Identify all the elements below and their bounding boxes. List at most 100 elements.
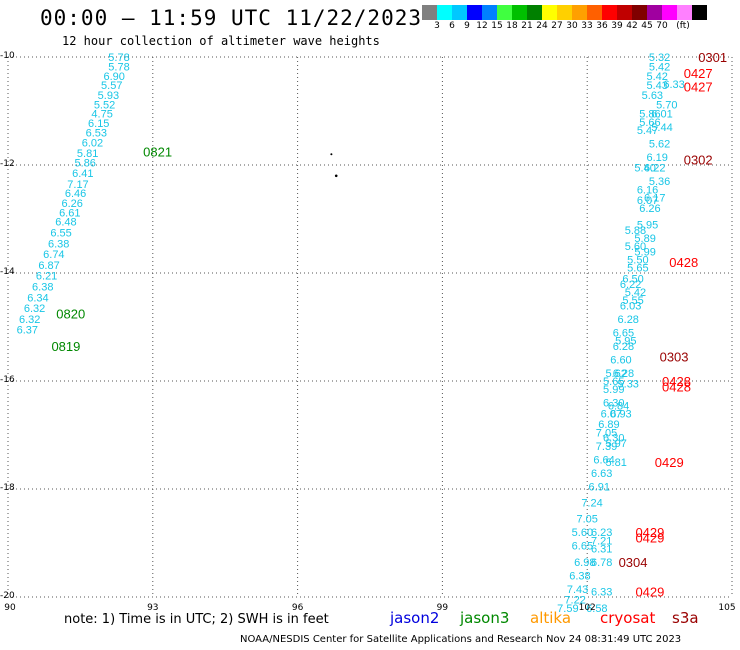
pass-time-label: 0428 [662,374,691,389]
legend-swatch [587,5,602,20]
wave-height-value: 6.30 [603,433,624,445]
wave-height-value: 5.86 [75,157,96,169]
wave-height-value: 6.28 [613,341,634,353]
legend-label: 12 [476,21,488,31]
pass-time-label: 0428 [669,255,698,270]
wave-height-value: 5.99 [603,384,624,396]
wave-height-value: 5.66 [639,117,660,129]
wave-height-value: 6.07 [637,195,658,207]
wave-height-value: 5.81 [77,148,98,160]
x-axis-tick-label: 93 [147,603,159,613]
wave-height-value: 6.37 [17,325,38,337]
legend-label: 9 [464,21,470,31]
legend-swatch [512,5,527,20]
wave-height-value: 5.55 [622,295,643,307]
wave-height-value: 6.30 [603,398,624,410]
y-axis-tick-label: -14 [0,267,15,277]
wave-height-value: 6.17 [644,192,665,204]
wave-height-value: 6.61 [59,208,80,220]
wave-height-value: 5.93 [98,90,119,102]
y-axis-tick-label: -16 [0,375,15,385]
wave-height-value: 5.95 [615,336,636,348]
wave-height-value: 6.32 [19,314,40,326]
wave-height-value: 5.60 [625,241,646,253]
wave-height-value: 5.42 [649,62,670,74]
legend-swatch [467,5,482,20]
wave-height-value: 5.50 [627,255,648,267]
wave-height-value: 5.36 [649,176,670,188]
legend-swatch [572,5,587,20]
wave-height-value: 6.65 [572,541,593,553]
wave-height-value: 5.44 [651,122,672,134]
footer-credit: NOAA/NESDIS Center for Satellite Applica… [240,634,682,645]
wave-height-value: 5.65 [603,376,624,388]
legend-label: 24 [536,21,548,31]
legend-swatch [527,5,542,20]
wave-height-value: 6.84 [608,400,629,412]
wave-height-value: 5.57 [101,80,122,92]
legend-swatch [452,5,467,20]
wave-height-value: 7.05 [596,427,617,439]
pass-time-label: 0429 [655,455,684,470]
wave-height-value: 6.26 [61,198,82,210]
pass-time-label: 0303 [660,350,689,365]
wave-height-value: 6.55 [50,228,71,240]
wave-height-value: 5.78 [108,52,129,64]
legend-label: 36 [596,21,608,31]
pass-time-label: 0819 [51,339,80,354]
wave-height-value: 6.28 [618,314,639,326]
wave-height-value: 6.74 [43,249,64,261]
wave-height-value: 5.89 [634,233,655,245]
wave-height-value: 6.02 [82,137,103,149]
y-axis-tick-label: -10 [0,51,15,61]
wave-height-value: 5.78 [108,62,129,74]
wave-height-value: 5.47 [637,125,658,137]
wave-height-value: 6.23 [591,527,612,539]
wave-height-value: 7.59 [557,603,578,615]
legend-label: 30 [566,21,578,31]
legend-label: 33 [581,21,593,31]
wave-height-value: 6.31 [591,543,612,555]
wave-height-value: 5.60 [572,527,593,539]
wave-height-value: 7.22 [564,595,585,607]
mission-legend-altika: altika [530,609,572,627]
wave-height-value: 6.48 [55,217,76,229]
x-axis-tick-label: 96 [291,603,304,613]
pass-time-label: 0301 [698,50,727,65]
legend-swatch [617,5,632,20]
island-marker [334,174,338,178]
legend-swatch [422,5,437,20]
pass-time-label: 0820 [56,307,85,322]
x-axis-tick-label: 102 [578,603,596,613]
legend-swatch [557,5,572,20]
legend-label: 70 [656,21,668,31]
legend-label: 3 [434,21,440,31]
wave-height-value: 6.22 [644,163,665,175]
wave-height-value: 5.62 [605,368,626,380]
wave-height-value: 4.75 [91,109,112,121]
wave-height-value: 6.64 [593,454,614,466]
wave-height-value: 6.98 [574,557,595,569]
wave-height-value: 5.62 [649,138,670,150]
wave-height-value: 6.28 [613,368,634,380]
legend-label: 18 [506,21,518,31]
wave-height-value: 6.60 [610,354,631,366]
y-axis-tick-label: -12 [0,159,15,169]
mission-legend-cryosat: cryosat [600,609,656,627]
wave-height-value: 6.19 [646,152,667,164]
legend-swatch [602,5,617,20]
wave-height-value: 6.87 [38,260,59,272]
wave-height-value: 7.24 [581,498,602,510]
wave-height-value: 5.42 [625,287,646,299]
x-axis-tick-label: 99 [436,603,449,613]
legend-swatch [482,5,497,20]
x-axis-tick-label: 105 [718,603,736,613]
wave-height-value: 6.91 [589,481,610,493]
wave-height-value: 5.33 [618,379,639,391]
wave-height-value: 7.17 [67,179,88,191]
pass-time-label: 0429 [635,525,664,540]
legend-swatch [497,5,512,20]
legend-swatch [437,5,452,20]
wave-height-value: 6.07 [601,408,622,420]
wave-height-value: 6.89 [598,419,619,431]
